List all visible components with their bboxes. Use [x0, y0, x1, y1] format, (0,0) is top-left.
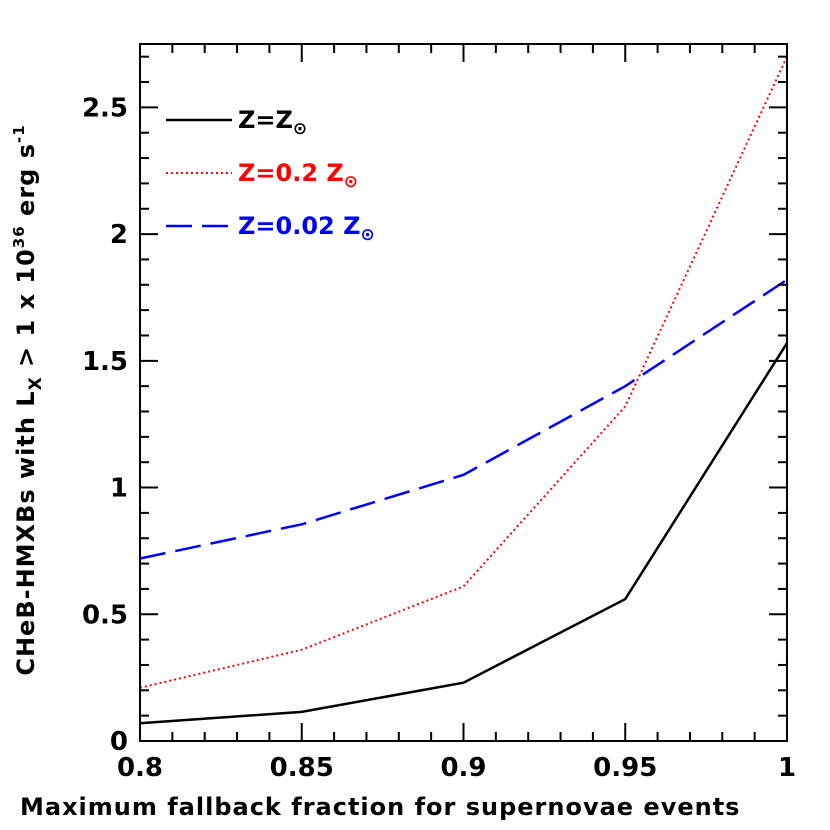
- y-axis-label-middle: > 1 x 10: [12, 248, 40, 376]
- y-axis-label: CHeB-HMXBs with LX > 1 x 1036 erg s-1: [10, 124, 46, 675]
- y-axis-label-sup36: 36: [10, 225, 28, 248]
- legend-label-sun-symbol: ⊙: [293, 119, 307, 139]
- legend-label-solar: Z=Z⊙: [238, 106, 307, 139]
- y-tick-label: 2: [110, 220, 128, 250]
- y-tick-label: 0: [110, 727, 128, 757]
- y-tick-label: 2.5: [82, 93, 128, 123]
- x-tick-labels: 0.8 0.85 0.9 0.95 1: [117, 753, 796, 783]
- plot-frame: [139, 43, 788, 742]
- series-layer: [139, 56, 789, 725]
- y-tick-labels: 0 0.5 1 1.5 2 2.5: [82, 93, 128, 757]
- series-line-z002: [139, 278, 788, 560]
- y-tick-label: 1: [110, 474, 128, 504]
- legend-label-main: Z=0.2 Z: [238, 159, 344, 187]
- legend-item-z002: Z=0.02 Z⊙: [166, 212, 375, 245]
- y-axis-label-sub: X: [26, 376, 46, 390]
- legend: Z=Z⊙Z=0.2 Z⊙Z=0.02 Z⊙: [166, 106, 375, 245]
- x-tick-label: 0.85: [270, 753, 334, 783]
- x-axis-label: Maximum fallback fraction for supernovae…: [20, 793, 740, 821]
- x-tick-label: 1: [778, 753, 796, 783]
- series-line-solar: [139, 342, 789, 725]
- x-tick-label: 0.8: [117, 753, 163, 783]
- legend-item-solar: Z=Z⊙: [166, 106, 307, 139]
- legend-label-z002: Z=0.02 Z⊙: [238, 212, 375, 245]
- legend-label-main: Z=Z: [238, 106, 293, 134]
- x-tick-label: 0.95: [593, 753, 657, 783]
- y-tick-label: 1.5: [82, 347, 128, 377]
- axis-ticks: [139, 44, 788, 742]
- x-tick-label: 0.9: [440, 753, 486, 783]
- legend-label-sun-symbol: ⊙: [344, 172, 358, 192]
- y-axis-label-suffix: erg s: [12, 143, 40, 225]
- legend-label-z02: Z=0.2 Z⊙: [238, 159, 358, 192]
- series-line-z02: [139, 56, 788, 689]
- y-axis-label-sup-minus1: -1: [10, 124, 28, 143]
- y-tick-label: 0.5: [82, 600, 128, 630]
- legend-item-z02: Z=0.2 Z⊙: [166, 159, 358, 192]
- legend-label-sun-symbol: ⊙: [360, 225, 374, 245]
- y-axis-label-prefix: CHeB-HMXBs with L: [12, 390, 40, 675]
- legend-label-main: Z=0.02 Z: [238, 212, 360, 240]
